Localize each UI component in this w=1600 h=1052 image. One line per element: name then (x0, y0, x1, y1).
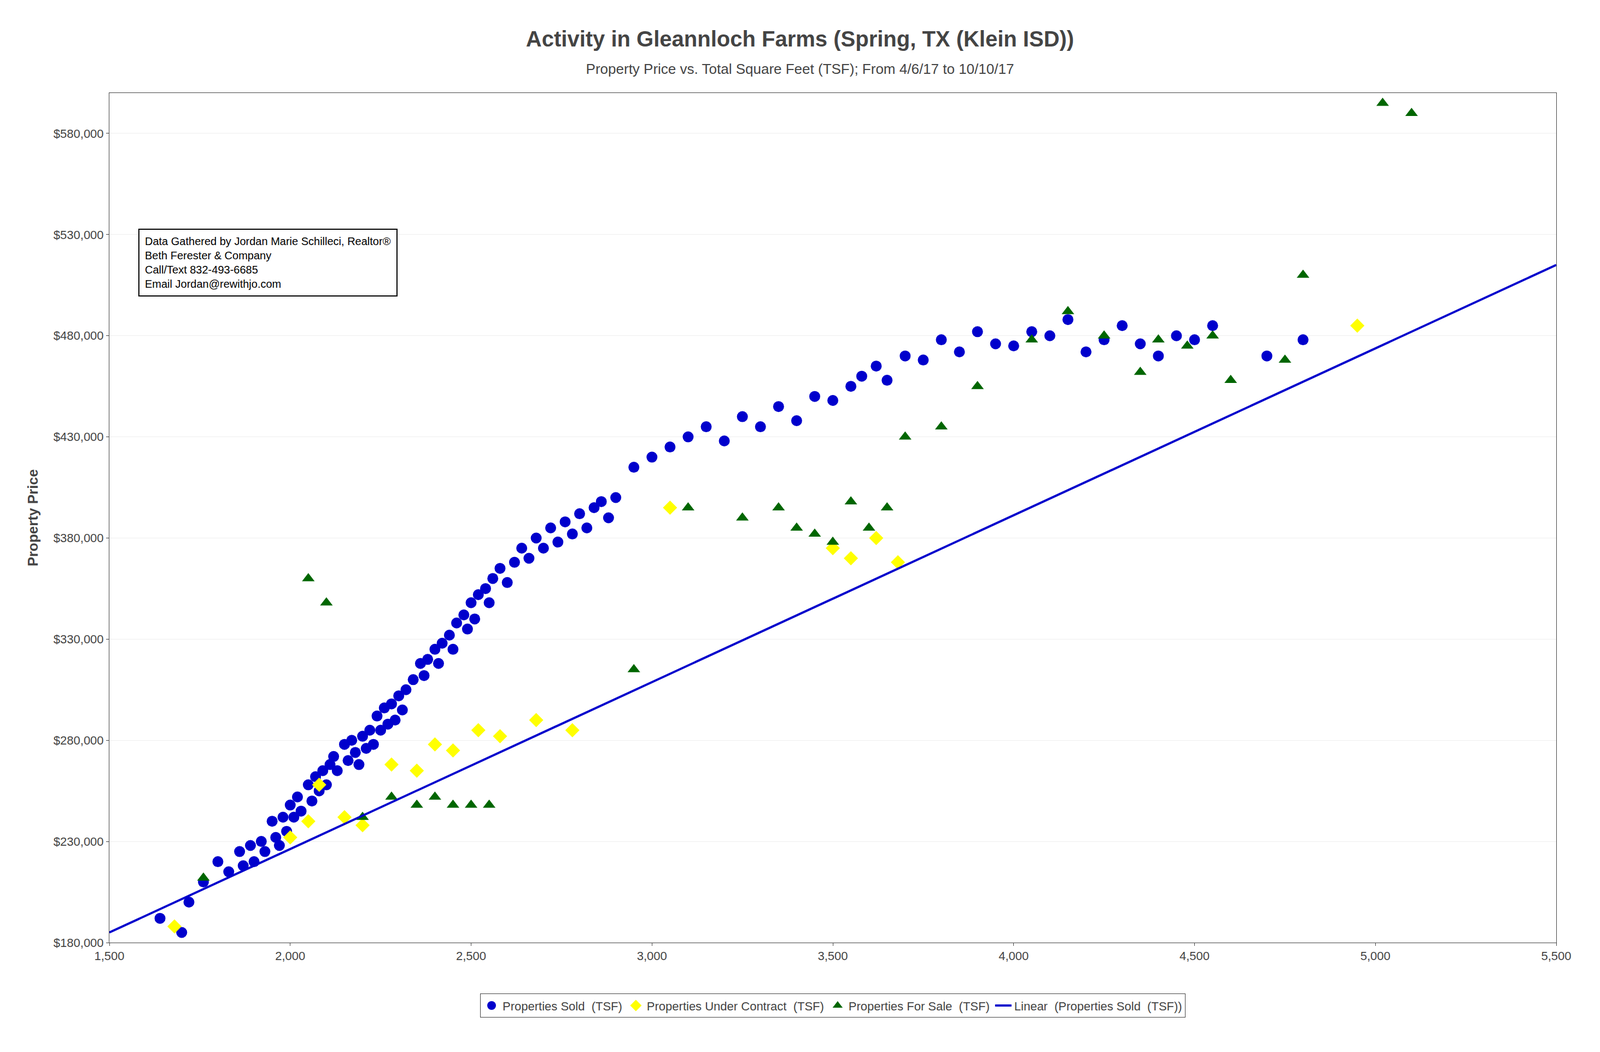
svg-text:Data Gathered by Jordan Marie: Data Gathered by Jordan Marie Schilleci,… (144, 235, 391, 290)
svg-text:$380,000: $380,000 (53, 530, 104, 545)
svg-text:Property Price vs. Total Squar: Property Price vs. Total Square Feet (TS… (586, 60, 1015, 78)
svg-text:$480,000: $480,000 (53, 328, 104, 343)
svg-text:$430,000: $430,000 (53, 429, 104, 444)
svg-text:$280,000: $280,000 (53, 733, 104, 747)
svg-text:Properties Under Contract (TS: Properties Under Contract (TSF) (646, 999, 825, 1013)
svg-text:$330,000: $330,000 (53, 632, 104, 646)
svg-text:1,500: 1,500 (94, 948, 125, 963)
svg-text:Properties Sold (TSF): Properties Sold (TSF) (502, 999, 623, 1013)
svg-text:Activity in Gleannloch Farms (: Activity in Gleannloch Farms (Spring, TX… (526, 26, 1074, 51)
svg-text:Property Price: Property Price (24, 469, 42, 567)
svg-text:2,500: 2,500 (456, 948, 487, 963)
svg-text:$580,000: $580,000 (53, 126, 104, 141)
svg-text:Properties For Sale (TSF): Properties For Sale (TSF) (848, 999, 990, 1013)
svg-text:4,000: 4,000 (998, 948, 1029, 963)
svg-text:Linear (Properties Sold (TSF: Linear (Properties Sold (TSF)) (1014, 999, 1183, 1013)
svg-text:2,000: 2,000 (275, 948, 306, 963)
svg-text:5,500: 5,500 (1540, 948, 1572, 963)
svg-text:5,000: 5,000 (1360, 948, 1391, 963)
svg-text:3,000: 3,000 (637, 948, 668, 963)
svg-text:$180,000: $180,000 (53, 935, 104, 950)
svg-text:$530,000: $530,000 (53, 228, 104, 242)
svg-text:$230,000: $230,000 (53, 834, 104, 849)
svg-text:3,500: 3,500 (817, 948, 848, 963)
svg-text:4,500: 4,500 (1179, 948, 1210, 963)
